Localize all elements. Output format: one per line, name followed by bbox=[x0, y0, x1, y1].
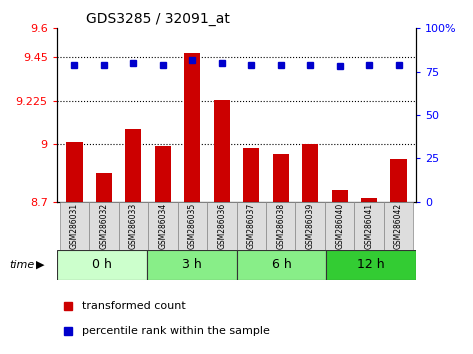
Text: 3 h: 3 h bbox=[182, 258, 201, 271]
Text: GSM286037: GSM286037 bbox=[247, 202, 256, 249]
Bar bbox=[302, 144, 318, 202]
Bar bbox=[326, 250, 416, 280]
Text: percentile rank within the sample: percentile rank within the sample bbox=[82, 326, 270, 336]
Text: GSM286036: GSM286036 bbox=[217, 202, 226, 249]
Bar bbox=[57, 250, 147, 280]
Bar bbox=[384, 202, 413, 250]
Text: 12 h: 12 h bbox=[358, 258, 385, 271]
Bar bbox=[155, 146, 171, 202]
Bar bbox=[125, 129, 141, 202]
Bar bbox=[96, 173, 112, 202]
Bar bbox=[272, 154, 289, 202]
Text: transformed count: transformed count bbox=[82, 301, 186, 311]
Bar bbox=[325, 202, 354, 250]
Bar bbox=[177, 202, 207, 250]
Text: GSM286039: GSM286039 bbox=[306, 202, 315, 249]
Text: 0 h: 0 h bbox=[92, 258, 112, 271]
Text: GDS3285 / 32091_at: GDS3285 / 32091_at bbox=[86, 12, 229, 26]
Bar bbox=[354, 202, 384, 250]
Bar bbox=[332, 190, 348, 202]
Text: GSM286035: GSM286035 bbox=[188, 202, 197, 249]
Text: GSM286031: GSM286031 bbox=[70, 202, 79, 249]
Bar bbox=[148, 202, 177, 250]
Bar bbox=[214, 99, 230, 202]
Bar bbox=[66, 142, 83, 202]
Bar bbox=[390, 159, 407, 202]
Bar bbox=[89, 202, 119, 250]
Text: GSM286033: GSM286033 bbox=[129, 202, 138, 249]
Bar bbox=[236, 202, 266, 250]
Bar bbox=[184, 53, 201, 202]
Text: 6 h: 6 h bbox=[272, 258, 291, 271]
Bar bbox=[361, 198, 377, 202]
Text: GSM286042: GSM286042 bbox=[394, 202, 403, 249]
Text: GSM286034: GSM286034 bbox=[158, 202, 167, 249]
Bar bbox=[147, 250, 236, 280]
Bar bbox=[296, 202, 325, 250]
Bar bbox=[266, 202, 296, 250]
Bar bbox=[207, 202, 236, 250]
Text: time: time bbox=[9, 260, 35, 270]
Bar bbox=[60, 202, 89, 250]
Bar bbox=[236, 250, 326, 280]
Text: GSM286032: GSM286032 bbox=[99, 202, 108, 249]
Bar bbox=[119, 202, 148, 250]
Text: GSM286038: GSM286038 bbox=[276, 202, 285, 249]
Text: ▶: ▶ bbox=[36, 260, 44, 270]
Text: GSM286040: GSM286040 bbox=[335, 202, 344, 249]
Bar bbox=[243, 148, 259, 202]
Text: GSM286041: GSM286041 bbox=[365, 202, 374, 249]
